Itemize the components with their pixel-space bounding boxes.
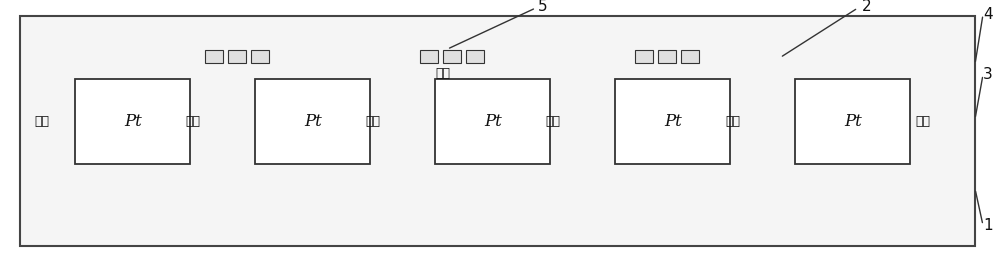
Text: 压电: 压电: [916, 115, 930, 128]
Text: 压电: 压电: [366, 115, 380, 128]
Text: 1: 1: [983, 218, 993, 233]
Bar: [681, 50, 699, 63]
Bar: [20, 168, 975, 246]
Bar: [75, 79, 190, 164]
Text: Pt: Pt: [844, 113, 862, 130]
Text: 2: 2: [862, 0, 872, 14]
Bar: [20, 73, 975, 168]
Text: 压电: 压电: [546, 115, 560, 128]
Bar: [20, 59, 975, 73]
Bar: [20, 16, 975, 246]
Bar: [420, 50, 438, 63]
Text: 压电: 压电: [34, 115, 50, 128]
Bar: [435, 79, 550, 164]
Bar: [795, 79, 910, 164]
Text: Pt: Pt: [484, 113, 502, 130]
Text: 压电: 压电: [726, 115, 740, 128]
Text: Pt: Pt: [304, 113, 322, 130]
Text: Pt: Pt: [664, 113, 682, 130]
Bar: [443, 50, 461, 63]
Bar: [251, 50, 269, 63]
Bar: [228, 50, 246, 63]
Text: 压电: 压电: [186, 115, 200, 128]
Bar: [205, 50, 223, 63]
Text: 5: 5: [538, 0, 548, 14]
Bar: [635, 50, 653, 63]
Bar: [615, 79, 730, 164]
Bar: [255, 79, 370, 164]
Bar: [658, 50, 676, 63]
Text: Pt: Pt: [124, 113, 142, 130]
Text: 4: 4: [983, 7, 993, 22]
Bar: [466, 50, 484, 63]
Text: 3: 3: [983, 67, 993, 82]
Text: 介电: 介电: [436, 67, 450, 80]
